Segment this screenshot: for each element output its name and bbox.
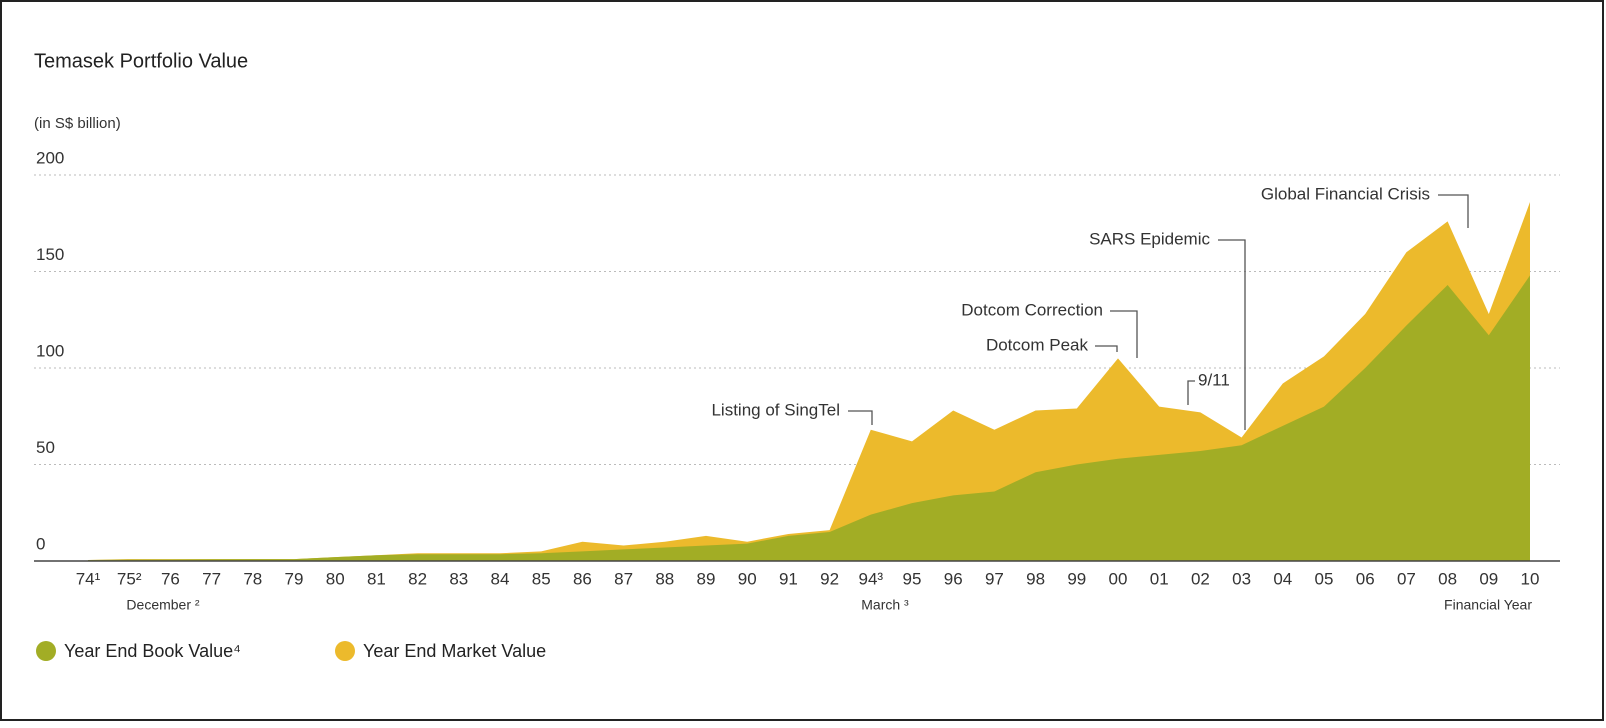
x-tick-label: 92	[820, 569, 839, 588]
annotation: Dotcom Correction	[961, 300, 1103, 319]
leader-line	[1095, 345, 1118, 352]
x-tick-label: 89	[697, 569, 716, 588]
x-tick-label: 04	[1273, 569, 1292, 588]
x-tick-label: 10	[1521, 569, 1540, 588]
annotation: 9/11	[1198, 370, 1230, 389]
legend-label: Year End Market Value	[363, 641, 546, 661]
annotation: Listing of SingTel	[711, 400, 840, 419]
y-tick-label: 0	[36, 534, 45, 553]
y-tick-label: 100	[36, 341, 64, 360]
chart-subtitle: (in S$ billion)	[34, 115, 121, 132]
x-tick-label: 84	[491, 569, 510, 588]
x-tick-label: 76	[161, 569, 180, 588]
x-tick-label: 87	[614, 569, 633, 588]
x-tick-label: 85	[532, 569, 551, 588]
x-tick-label: 97	[985, 569, 1004, 588]
x-tick-label: 01	[1150, 569, 1169, 588]
x-tick-label: 88	[655, 569, 674, 588]
x-tick-label: 03	[1232, 569, 1251, 588]
x-sublabel: December ²	[126, 597, 199, 613]
x-tick-label: 83	[449, 569, 468, 588]
y-tick-label: 150	[36, 245, 64, 264]
leader-line	[1187, 380, 1195, 405]
x-tick-label: 02	[1191, 569, 1210, 588]
x-tick-label: 74¹	[76, 569, 101, 588]
x-tick-label: 79	[285, 569, 304, 588]
x-tick-label: 96	[944, 569, 963, 588]
x-sublabel: March ³	[861, 597, 909, 613]
x-tick-label: 06	[1356, 569, 1375, 588]
y-tick-label: 50	[36, 438, 55, 457]
x-tick-label: 07	[1397, 569, 1416, 588]
legend-label: Year End Book Value⁴	[64, 641, 241, 661]
x-sublabel: Financial Year	[1444, 597, 1532, 613]
annotation: Dotcom Peak	[986, 335, 1089, 354]
x-tick-label: 77	[202, 569, 221, 588]
area	[88, 275, 1530, 561]
x-tick-label: 80	[326, 569, 345, 588]
annotation: Global Financial Crisis	[1261, 184, 1430, 203]
legend-swatch	[36, 641, 56, 661]
x-tick-label: 05	[1315, 569, 1334, 588]
leader-line	[1438, 194, 1469, 228]
leader-line	[1218, 239, 1246, 430]
x-tick-label: 94³	[859, 569, 884, 588]
leader-line	[848, 410, 873, 425]
x-tick-label: 82	[408, 569, 427, 588]
x-tick-label: 98	[1026, 569, 1045, 588]
x-tick-label: 95	[903, 569, 922, 588]
legend-swatch	[335, 641, 355, 661]
chart-title: Temasek Portfolio Value	[34, 50, 248, 72]
x-tick-label: 91	[779, 569, 798, 588]
leader-line	[1110, 310, 1138, 358]
x-tick-label: 86	[573, 569, 592, 588]
x-tick-label: 75²	[117, 569, 142, 588]
annotation: SARS Epidemic	[1089, 229, 1210, 248]
x-tick-label: 90	[738, 569, 757, 588]
x-tick-label: 00	[1109, 569, 1128, 588]
x-tick-label: 81	[367, 569, 386, 588]
y-tick-label: 200	[36, 148, 64, 167]
x-tick-label: 09	[1479, 569, 1498, 588]
x-tick-label: 99	[1067, 569, 1086, 588]
x-tick-label: 78	[243, 569, 262, 588]
x-tick-label: 08	[1438, 569, 1457, 588]
